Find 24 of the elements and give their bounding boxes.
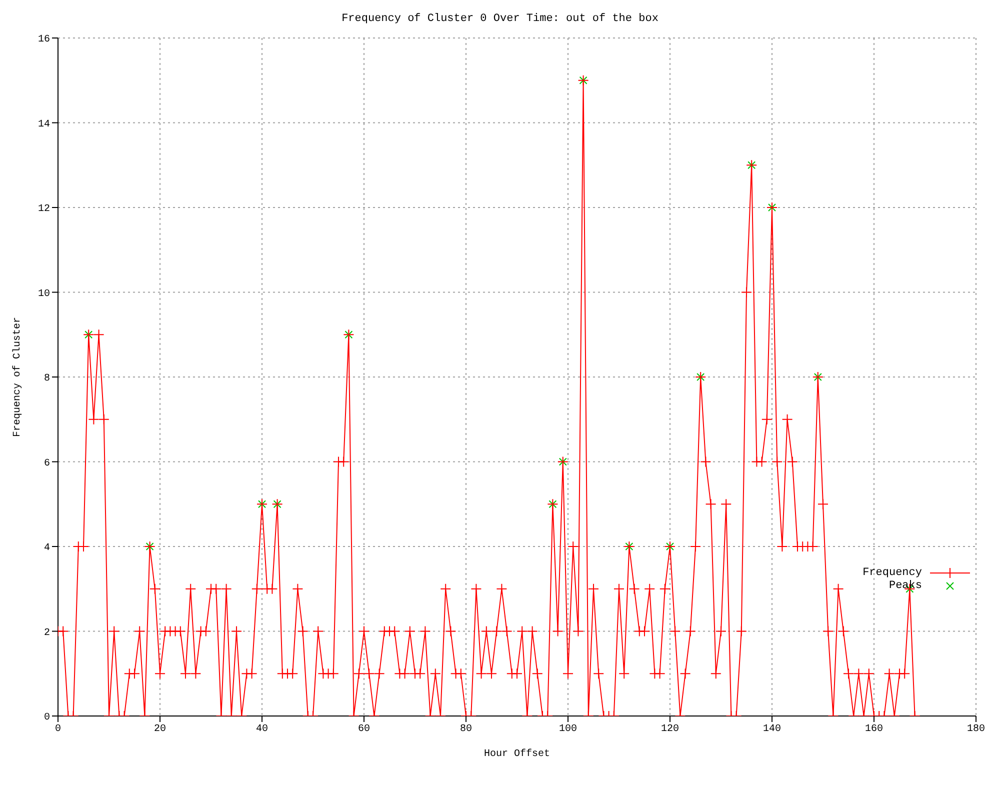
x-tick-label: 140 [762, 724, 782, 736]
y-tick-label: 16 [38, 34, 50, 46]
x-axis-title: Hour Offset [484, 748, 550, 760]
x-tick-label: 0 [54, 724, 62, 736]
x-tick-label: 120 [660, 724, 680, 736]
x-tick-label: 160 [864, 724, 884, 736]
x-tick-label: 40 [256, 724, 268, 736]
x-tick-label: 100 [558, 724, 578, 736]
y-axis-title: Frequency of Cluster [12, 316, 24, 438]
y-tick-label: 10 [38, 288, 50, 300]
y-tick-label: 14 [38, 119, 50, 130]
y-tick-label: 8 [44, 374, 50, 385]
x-tick-label: 20 [154, 724, 166, 736]
y-tick-label: 4 [44, 543, 50, 554]
y-tick-label: 2 [44, 628, 50, 639]
x-tick-label: 180 [966, 724, 986, 736]
y-tick-label: 6 [44, 458, 50, 470]
chart-title: Frequency of Cluster 0 Over Time: out of the box [340, 12, 660, 27]
y-tick-label: 0 [44, 712, 50, 724]
y-tick-label: 12 [38, 204, 50, 216]
legend-label: Frequency [862, 566, 922, 578]
x-tick-label: 80 [460, 724, 472, 736]
x-tick-label: 60 [358, 724, 370, 736]
legend-label: Peaks [888, 580, 922, 592]
